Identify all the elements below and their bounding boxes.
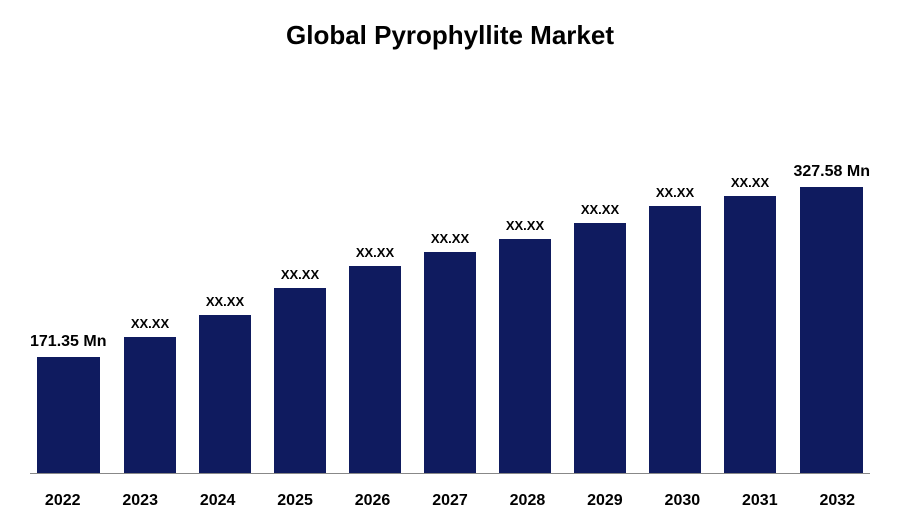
bar-group: XX.XX (643, 81, 706, 473)
bar-value-label: XX.XX (131, 316, 169, 331)
bar-2 (199, 315, 251, 473)
bar-group: XX.XX (718, 81, 781, 473)
bar-value-label: XX.XX (281, 267, 319, 282)
x-tick-label: 2028 (495, 482, 560, 510)
bar-value-label: XX.XX (206, 294, 244, 309)
chart-plot-area: 171.35 Mn XX.XX XX.XX XX.XX XX.XX XX.XX … (30, 81, 870, 474)
bar-value-label: 327.58 Mn (793, 163, 869, 181)
bar-3 (274, 288, 326, 473)
bar-0 (37, 357, 100, 473)
bar-1 (124, 337, 176, 473)
bar-9 (724, 196, 776, 473)
x-tick-label: 2023 (107, 482, 172, 510)
bar-group: XX.XX (118, 81, 181, 473)
bar-value-label: XX.XX (581, 202, 619, 217)
bar-group: XX.XX (568, 81, 631, 473)
bar-group: 171.35 Mn (30, 81, 106, 473)
bar-group: XX.XX (193, 81, 256, 473)
bar-5 (424, 252, 476, 473)
chart-title: Global Pyrophyllite Market (30, 20, 870, 51)
bar-value-label: 171.35 Mn (30, 333, 106, 351)
bar-group: 327.58 Mn (793, 81, 869, 473)
bar-group: XX.XX (418, 81, 481, 473)
bar-value-label: XX.XX (431, 231, 469, 246)
bar-value-label: XX.XX (356, 245, 394, 260)
x-tick-label: 2022 (30, 482, 95, 510)
x-tick-label: 2025 (262, 482, 327, 510)
bar-group: XX.XX (343, 81, 406, 473)
bar-7 (574, 223, 626, 473)
x-tick-label: 2026 (340, 482, 405, 510)
x-tick-label: 2024 (185, 482, 250, 510)
bar-4 (349, 266, 401, 473)
x-axis: 2022 2023 2024 2025 2026 2027 2028 2029 … (30, 482, 870, 510)
bar-value-label: XX.XX (506, 218, 544, 233)
x-tick-label: 2030 (650, 482, 715, 510)
bar-group: XX.XX (268, 81, 331, 473)
bar-8 (649, 206, 701, 473)
bar-group: XX.XX (493, 81, 556, 473)
bar-value-label: XX.XX (731, 175, 769, 190)
x-tick-label: 2031 (727, 482, 792, 510)
bar-value-label: XX.XX (656, 185, 694, 200)
x-tick-label: 2032 (805, 482, 870, 510)
x-tick-label: 2029 (572, 482, 637, 510)
bar-10 (800, 187, 863, 473)
bar-6 (499, 239, 551, 473)
x-tick-label: 2027 (417, 482, 482, 510)
